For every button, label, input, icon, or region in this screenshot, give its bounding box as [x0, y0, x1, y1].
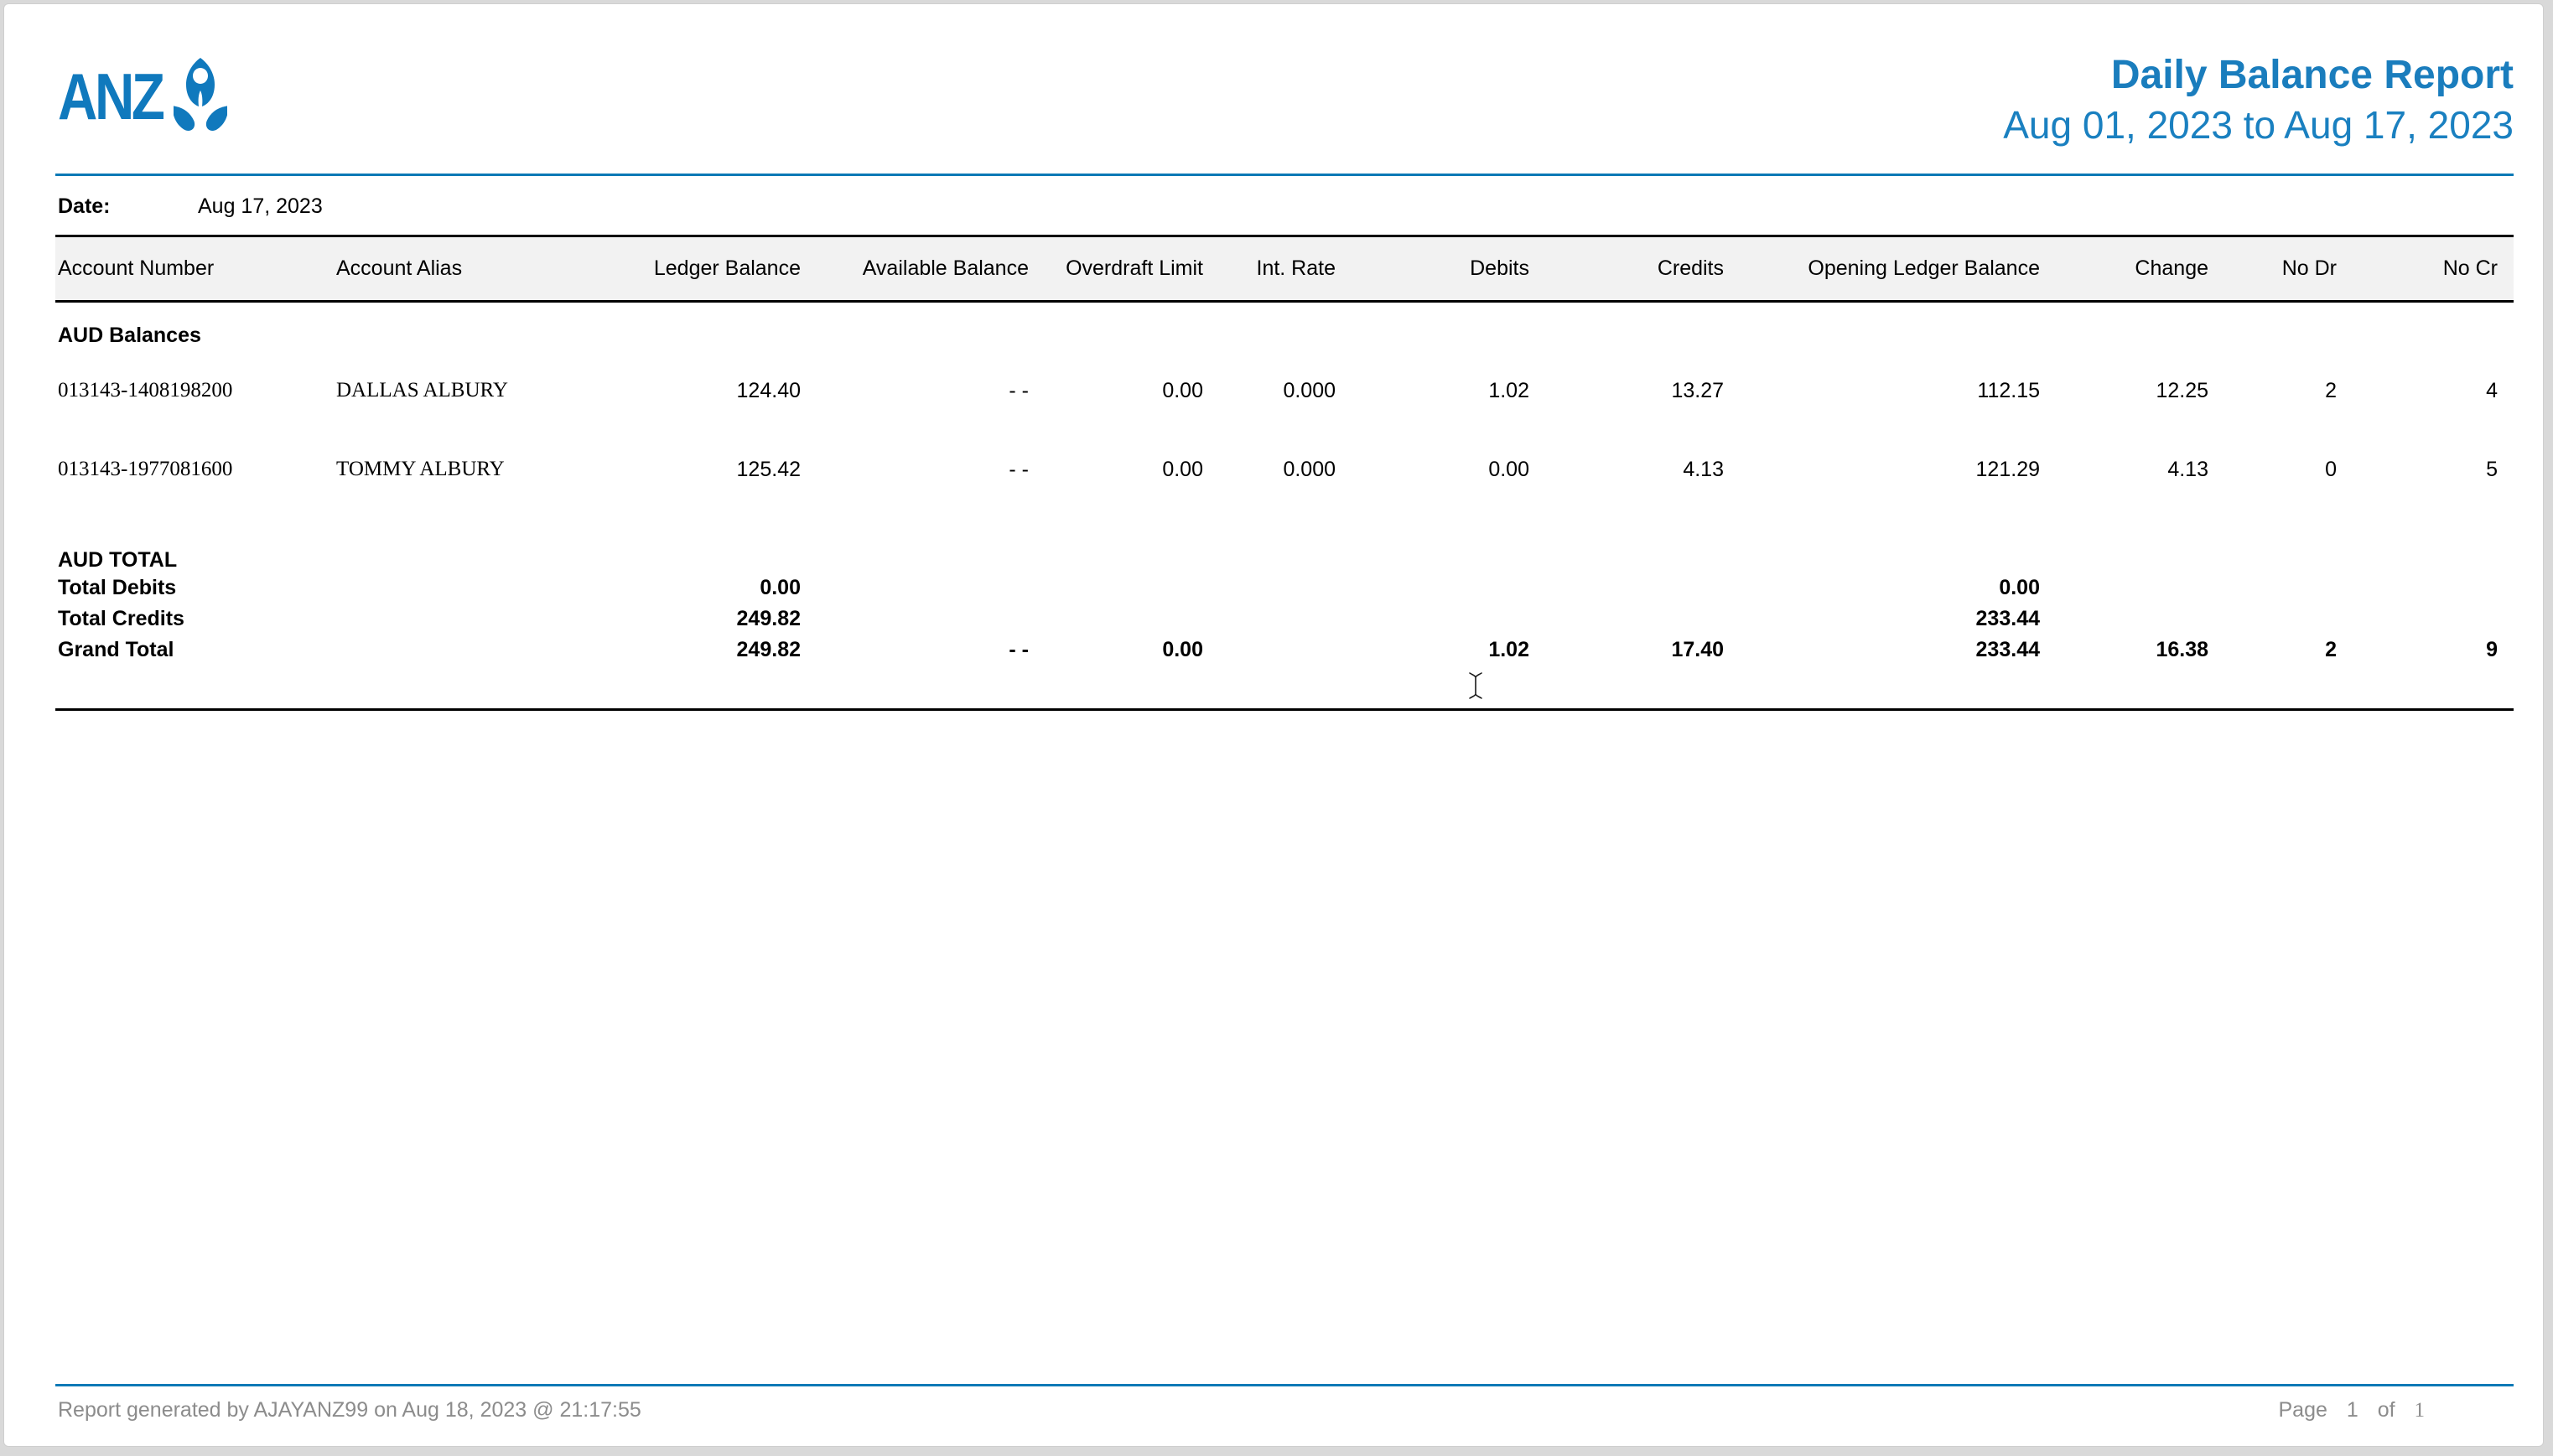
- anz-logo: ANZ: [58, 56, 228, 140]
- of-label: of: [2377, 1398, 2395, 1422]
- generated-by-text: Report generated by AJAYANZ99 on Aug 18,…: [58, 1398, 641, 1422]
- report-header: ANZ Daily Balance Report Aug 01, 2023 to…: [55, 4, 2514, 174]
- report-page: ANZ Daily Balance Report Aug 01, 2023 to…: [3, 3, 2544, 1447]
- col-no-dr: No Dr: [2281, 256, 2337, 280]
- grand-total-opening-ledger-balance: 233.44: [1975, 638, 2040, 661]
- col-account-number: Account Number: [58, 256, 215, 280]
- grand-total-change: 16.38: [2156, 638, 2208, 661]
- text-cursor-icon: [1469, 672, 1482, 699]
- grand-total-no-dr: 2: [2325, 638, 2337, 661]
- grand-total-overdraft-limit: 0.00: [1162, 638, 1203, 661]
- total-debits-opening-ledger-balance: 0.00: [1999, 576, 2040, 599]
- grand-total-no-cr: 9: [2486, 638, 2498, 661]
- col-available-balance: Available Balance: [862, 256, 1029, 280]
- opening-ledger-balance-value: 121.29: [1975, 457, 2040, 481]
- debits-value: 0.00: [1488, 457, 1529, 481]
- account-number: 013143-1977081600: [58, 458, 233, 480]
- no-cr-value: 5: [2486, 457, 2498, 481]
- page-total: 1: [2414, 1399, 2426, 1422]
- report-footer: Report generated by AJAYANZ99 on Aug 18,…: [55, 1384, 2514, 1422]
- total-debits-row: Total Debits 0.00 0.00: [55, 573, 2514, 604]
- overdraft-limit-value: 0.00: [1162, 378, 1203, 402]
- grand-total-available-balance: - -: [1009, 638, 1029, 661]
- page-title: Daily Balance Report: [2110, 53, 2514, 97]
- col-opening-ledger-balance: Opening Ledger Balance: [1808, 256, 2040, 280]
- change-value: 12.25: [2156, 378, 2208, 402]
- overdraft-limit-value: 0.00: [1162, 457, 1203, 481]
- grand-total-label: Grand Total: [58, 638, 174, 661]
- total-credits-ledger-balance: 249.82: [736, 607, 801, 630]
- date-label: Date:: [58, 194, 111, 218]
- col-change: Change: [2135, 256, 2208, 280]
- grand-total-debits: 1.02: [1488, 638, 1529, 661]
- total-credits-opening-ledger-balance: 233.44: [1975, 607, 2040, 630]
- table-bottom-divider: [55, 708, 2514, 711]
- col-ledger-balance: Ledger Balance: [653, 256, 801, 280]
- int-rate-value: 0.000: [1283, 378, 1336, 402]
- header-divider: [55, 174, 2514, 176]
- page-indicator: Page 1 of 1: [2278, 1398, 2425, 1422]
- anz-lotus-icon: [174, 58, 228, 131]
- debits-value: 1.02: [1488, 378, 1529, 402]
- credits-value: 13.27: [1671, 378, 1724, 402]
- available-balance-value: - -: [1009, 378, 1029, 402]
- totals-section-label: AUD TOTAL: [58, 548, 178, 572]
- grand-total-credits: 17.40: [1671, 638, 1724, 661]
- currency-section-label: AUD Balances: [58, 324, 201, 347]
- report-date-row: Date: Aug 17, 2023: [55, 193, 2514, 220]
- col-int-rate: Int. Rate: [1256, 256, 1336, 280]
- total-credits-label: Total Credits: [58, 607, 184, 630]
- table-row: 013143-1977081600 TOMMY ALBURY 125.42 - …: [55, 455, 2514, 484]
- page-label: Page: [2278, 1398, 2327, 1422]
- account-alias: DALLAS ALBURY: [336, 379, 508, 402]
- col-no-cr: No Cr: [2442, 256, 2498, 280]
- grand-total-ledger-balance: 249.82: [736, 638, 801, 661]
- no-cr-value: 4: [2486, 378, 2498, 402]
- account-alias: TOMMY ALBURY: [336, 458, 505, 480]
- date-value: Aug 17, 2023: [198, 194, 323, 218]
- grand-total-row: Grand Total 249.82 - - 0.00 1.02 17.40 2…: [55, 635, 2514, 666]
- col-overdraft-limit: Overdraft Limit: [1066, 256, 1203, 280]
- no-dr-value: 0: [2325, 457, 2337, 481]
- total-debits-ledger-balance: 0.00: [760, 576, 801, 599]
- col-credits: Credits: [1657, 256, 1724, 280]
- available-balance-value: - -: [1009, 457, 1029, 481]
- anz-logo-text: ANZ: [58, 60, 165, 133]
- page-number: 1: [2346, 1398, 2358, 1422]
- credits-value: 4.13: [1683, 457, 1724, 481]
- change-value: 4.13: [2167, 457, 2208, 481]
- opening-ledger-balance-value: 112.15: [1977, 378, 2040, 402]
- total-credits-row: Total Credits 249.82 233.44: [55, 604, 2514, 635]
- total-debits-label: Total Debits: [58, 576, 177, 599]
- ledger-balance-value: 125.42: [736, 457, 801, 481]
- account-number: 013143-1408198200: [58, 379, 233, 402]
- col-account-alias: Account Alias: [336, 256, 463, 280]
- table-row: 013143-1408198200 DALLAS ALBURY 124.40 -…: [55, 376, 2514, 405]
- ledger-balance-value: 124.40: [736, 378, 801, 402]
- table-header-row: Account Number Account Alias Ledger Bala…: [55, 235, 2514, 303]
- int-rate-value: 0.000: [1283, 457, 1336, 481]
- no-dr-value: 2: [2325, 378, 2337, 402]
- report-date-range: Aug 01, 2023 to Aug 17, 2023: [2003, 103, 2514, 147]
- col-debits: Debits: [1470, 256, 1529, 280]
